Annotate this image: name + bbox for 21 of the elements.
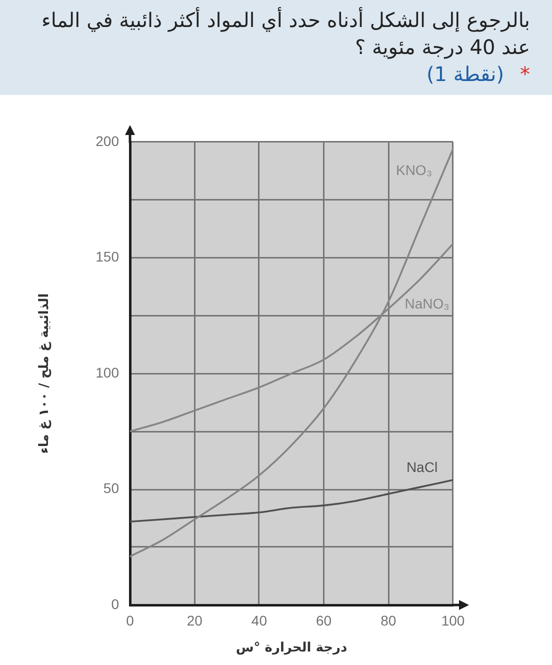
x-tick-label: 100 — [441, 612, 465, 628]
y-tick-label: 200 — [96, 132, 120, 149]
x-tick-label: 0 — [126, 612, 134, 628]
y-tick-label: 0 — [111, 596, 120, 612]
chart-title: بالرجوع إلى الشكل أدناه حدد أي المواد أكثر ذائبية في الماء عند 40 درجة مئوية ؟ — [42, 8, 530, 59]
y-axis-title: الذائبية غ ملح / ١٠٠ غ ماء — [37, 293, 52, 454]
x-axis-title: درجة الحرارة °س — [236, 640, 348, 656]
y-tick-label: 100 — [96, 364, 120, 380]
line-series — [130, 479, 453, 523]
text: * — [520, 61, 530, 88]
x-tick-label: 40 — [251, 612, 268, 628]
x-tick-label: 60 — [316, 612, 332, 628]
series-label: NaCl — [406, 458, 438, 475]
line-series — [130, 148, 453, 558]
series-label: KNO₃ — [396, 162, 432, 178]
y-tick-label: 150 — [96, 248, 120, 265]
y-tick-label: 50 — [103, 480, 120, 496]
x-tick-label: 20 — [186, 612, 203, 628]
text: (1 نقطة) — [426, 61, 504, 88]
x-tick-label: 80 — [380, 612, 396, 628]
series-label: NaNO₃ — [404, 296, 450, 312]
